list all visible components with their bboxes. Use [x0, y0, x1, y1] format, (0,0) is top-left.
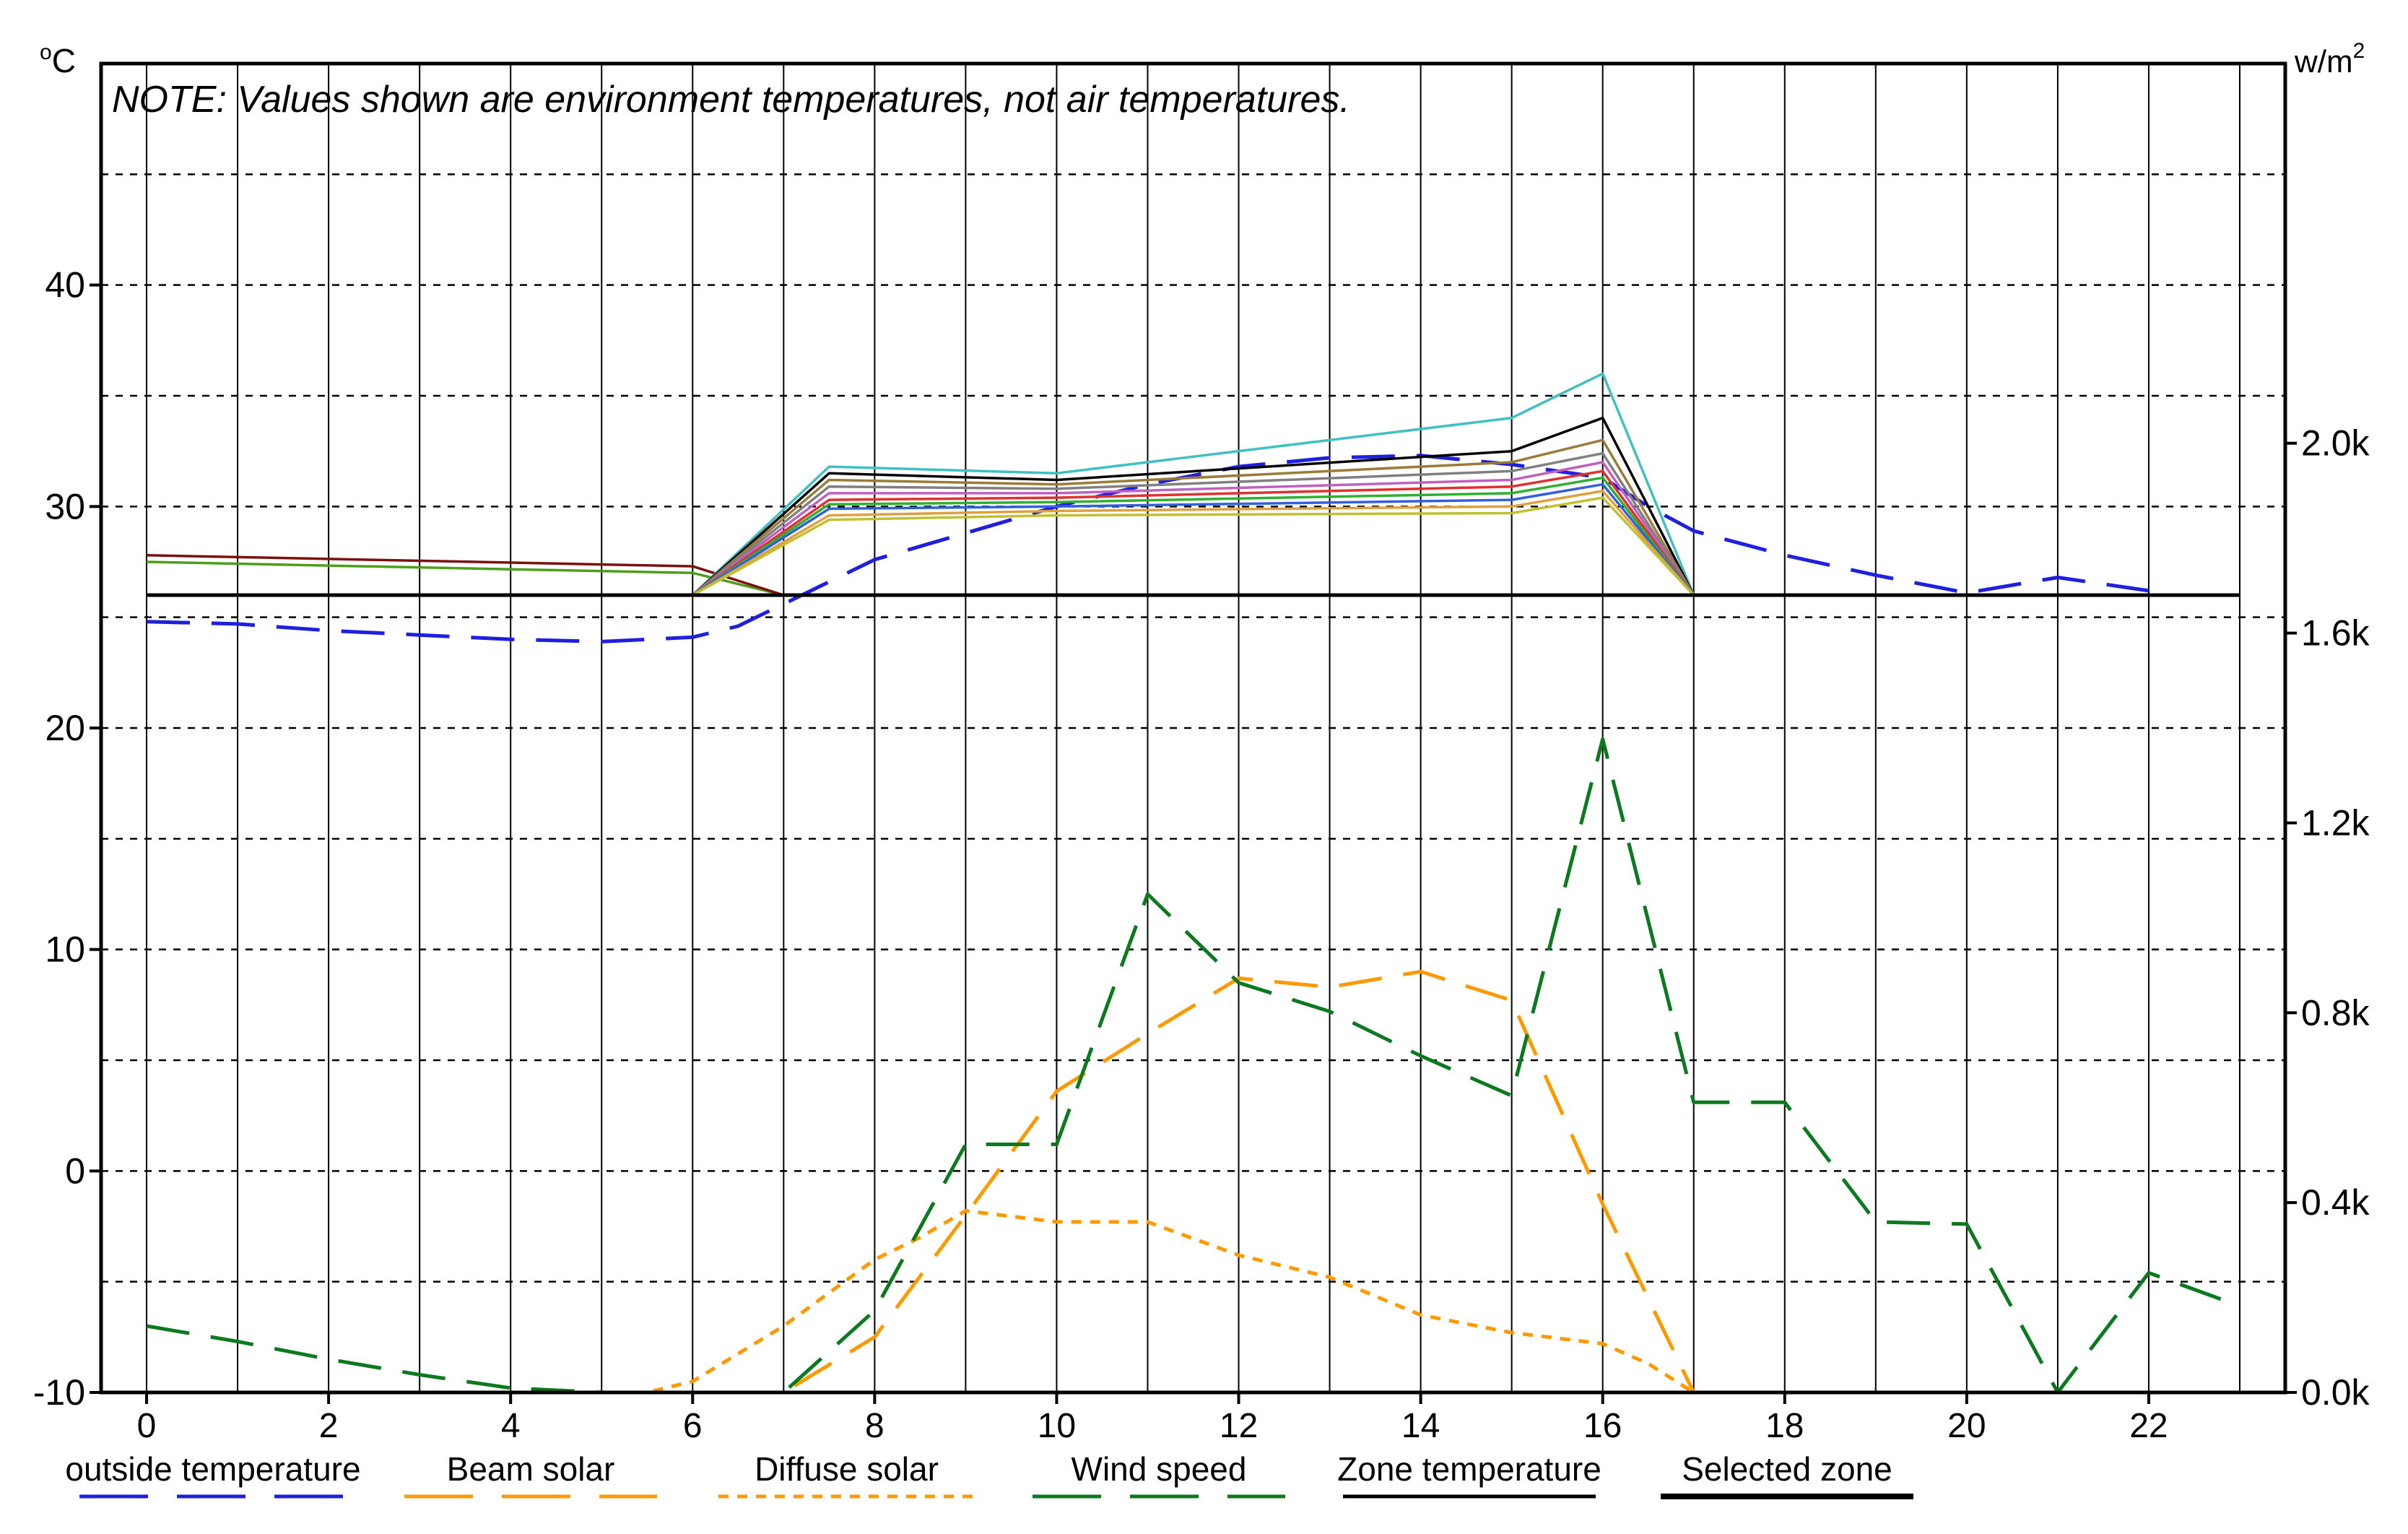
legend: outside temperature Beam solar Diffuse sol… — [65, 1450, 1913, 1499]
y-right-tick-label: 0.8k — [2301, 992, 2370, 1033]
legend-label: outside temperature — [65, 1450, 360, 1488]
y-right-tick-label: 2.0k — [2301, 423, 2370, 464]
x-tick-label: 0 — [137, 1407, 157, 1445]
right-axis-unit-sup: 2 — [2353, 39, 2365, 63]
y-left-tick-label: 10 — [45, 930, 85, 970]
left-axis-unit: oC — [40, 40, 76, 79]
x-tick-label: 16 — [1583, 1407, 1622, 1445]
y-right-tick-label: 1.2k — [2301, 802, 2370, 843]
x-tick-label: 18 — [1765, 1407, 1804, 1445]
legend-label: Zone temperature — [1337, 1450, 1601, 1488]
x-tick-label: 14 — [1401, 1407, 1440, 1445]
x-tick-label: 6 — [683, 1407, 703, 1445]
left-axis-unit-letter: C — [52, 42, 76, 79]
legend-label: Beam solar — [447, 1450, 615, 1488]
chart-note: NOTE: Values shown are environment tempe… — [112, 79, 1350, 121]
y-right-tick-label: 1.6k — [2301, 613, 2370, 654]
series-line — [147, 496, 2240, 597]
legend-label: Diffuse solar — [755, 1450, 939, 1488]
x-tick-label: 8 — [865, 1407, 884, 1445]
x-tick-label: 4 — [501, 1407, 521, 1445]
y-left-tick-label: 20 — [45, 708, 85, 748]
x-tick-label: 10 — [1038, 1407, 1076, 1445]
y-right-tick-label: 0.0k — [2301, 1372, 2370, 1413]
x-tick-label: 22 — [2129, 1407, 2168, 1445]
series-line — [146, 737, 2222, 1395]
y-left-tick-label: 30 — [45, 486, 85, 526]
axes: 0 2 4 6 8 10 12 14 16 18 20 22 -10 0 10 20 30 40 0.0k 0.4k 0… — [33, 265, 2370, 1445]
y-left-tick-label: -10 — [33, 1372, 85, 1413]
y-left-tick-label: 40 — [45, 265, 85, 306]
y-right-tick-label: 0.4k — [2301, 1182, 2370, 1223]
right-axis-unit-base: w/m — [2294, 44, 2353, 79]
x-tick-label: 20 — [1947, 1407, 1986, 1445]
y-left-tick-label: 0 — [65, 1150, 85, 1191]
x-tick-label: 2 — [319, 1407, 339, 1445]
legend-label: Wind speed — [1072, 1450, 1247, 1488]
legend-label: Selected zone — [1682, 1450, 1892, 1488]
grid — [101, 64, 2285, 1392]
right-axis-unit: w/m2 — [2294, 39, 2365, 79]
x-tick-label: 12 — [1220, 1407, 1258, 1445]
left-axis-unit-degree: o — [40, 40, 52, 64]
